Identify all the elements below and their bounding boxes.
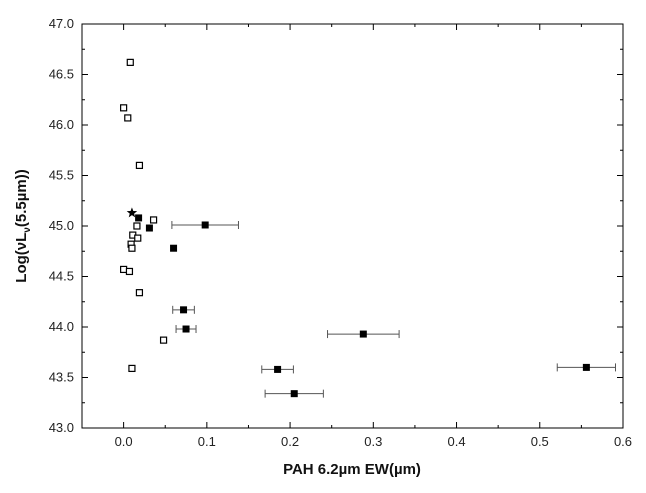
x-axis-label: PAH 6.2µm EW(µm) xyxy=(283,461,421,478)
data-markers xyxy=(120,58,617,398)
x-tick-label: 0.6 xyxy=(614,434,632,449)
open-square-point xyxy=(120,265,128,274)
open-square-point xyxy=(133,222,141,230)
y-tick-label: 43.0 xyxy=(49,420,74,435)
open-square-point xyxy=(134,234,142,242)
x-tick-label: 0.4 xyxy=(447,434,465,449)
y-tick-label: 46.0 xyxy=(49,117,74,132)
filled-square-point xyxy=(582,363,590,371)
open-square-point xyxy=(126,58,134,66)
y-tick-label: 45.0 xyxy=(49,218,74,233)
open-square-point xyxy=(149,216,158,224)
y-tick-label: 44.5 xyxy=(49,269,74,284)
x-tick-label: 0.0 xyxy=(115,434,133,449)
x-tick-label: 0.5 xyxy=(531,434,549,449)
x-axis-ticks: 0.0 0.1 0.2 0.3 0.4 0.5 0.6 xyxy=(115,24,632,449)
filled-square-point xyxy=(359,330,367,338)
x-tick-label: 0.2 xyxy=(281,434,299,449)
filled-square-point xyxy=(170,244,178,252)
y-tick-label: 44.0 xyxy=(49,319,74,334)
open-square-point xyxy=(120,104,128,112)
y-tick-label: 45.5 xyxy=(49,168,74,183)
star-point xyxy=(126,207,138,218)
x-tick-label: 0.1 xyxy=(198,434,216,449)
filled-square-point xyxy=(290,390,298,398)
y-tick-label: 47.0 xyxy=(49,16,74,31)
open-square-point xyxy=(128,364,136,373)
filled-square-point xyxy=(182,325,190,333)
open-square-point xyxy=(124,114,132,122)
open-square-point xyxy=(135,289,144,297)
filled-square-point xyxy=(180,306,188,314)
x-tick-label: 0.3 xyxy=(364,434,382,449)
y-axis-label: Log(νLν(5.5µm)) xyxy=(13,169,33,282)
open-square-point xyxy=(159,336,168,344)
y-axis-ticks: 43.0 43.5 44.0 44.5 45.0 45.5 46.0 46.5 47.0 xyxy=(49,16,623,435)
plot-frame xyxy=(81,23,624,429)
open-square-point xyxy=(135,161,144,169)
filled-square-point xyxy=(145,224,153,232)
open-square-point xyxy=(128,244,136,252)
open-square-point xyxy=(125,267,134,276)
filled-square-point xyxy=(201,221,209,229)
y-tick-label: 46.5 xyxy=(49,67,74,82)
y-tick-label: 43.5 xyxy=(49,370,74,385)
filled-square-point xyxy=(274,365,282,373)
filled-square-point xyxy=(135,214,143,222)
